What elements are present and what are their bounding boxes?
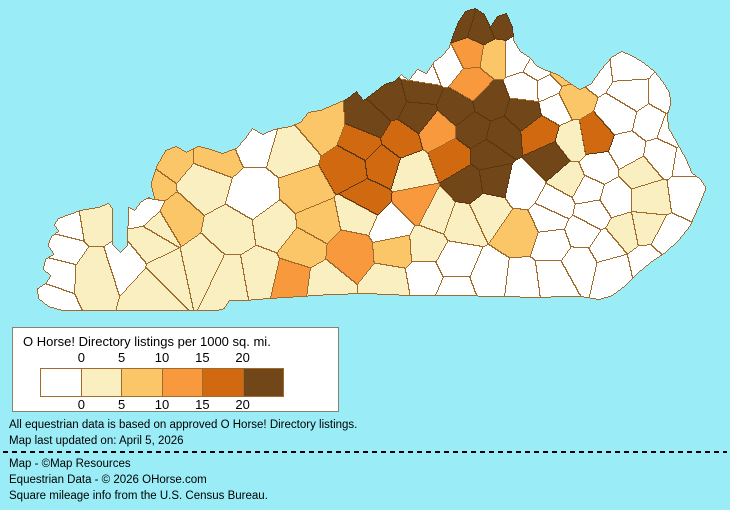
legend-title: O Horse! Directory listings per 1000 sq.… <box>23 334 271 349</box>
legend-color-cell <box>122 369 163 396</box>
legend-color-cell <box>81 369 122 396</box>
legend-tick-label: 20 <box>235 397 250 412</box>
legend-color-cell <box>203 369 244 396</box>
legend-color-cell <box>243 369 283 396</box>
legend-color-cell <box>41 369 82 396</box>
legend-tick-label: 15 <box>195 397 210 412</box>
kentucky-choropleth-map <box>0 0 730 330</box>
data-source-note: All equestrian data is based on approved… <box>9 419 358 431</box>
legend-tick-label: 0 <box>77 397 85 412</box>
dashed-divider <box>3 451 727 453</box>
legend-color-cell <box>162 369 203 396</box>
legend-tick-label: 0 <box>77 350 85 365</box>
census-credit: Square mileage info from the U.S. Census… <box>9 490 268 502</box>
legend-tick-label: 15 <box>195 350 210 365</box>
legend-tick-label: 20 <box>235 350 250 365</box>
legend-tick-label: 5 <box>118 350 126 365</box>
last-updated-note: Map last updated on: April 5, 2026 <box>9 435 184 447</box>
data-credit: Equestrian Data - © 2026 OHorse.com <box>9 474 207 486</box>
legend-tick-label: 10 <box>154 350 170 365</box>
map-credit: Map - ©Map Resources <box>9 458 131 470</box>
legend-tick-label: 5 <box>118 397 126 412</box>
legend-tick-label: 10 <box>154 397 170 412</box>
legend-color-scale <box>40 368 284 397</box>
legend: O Horse! Directory listings per 1000 sq.… <box>12 327 339 412</box>
